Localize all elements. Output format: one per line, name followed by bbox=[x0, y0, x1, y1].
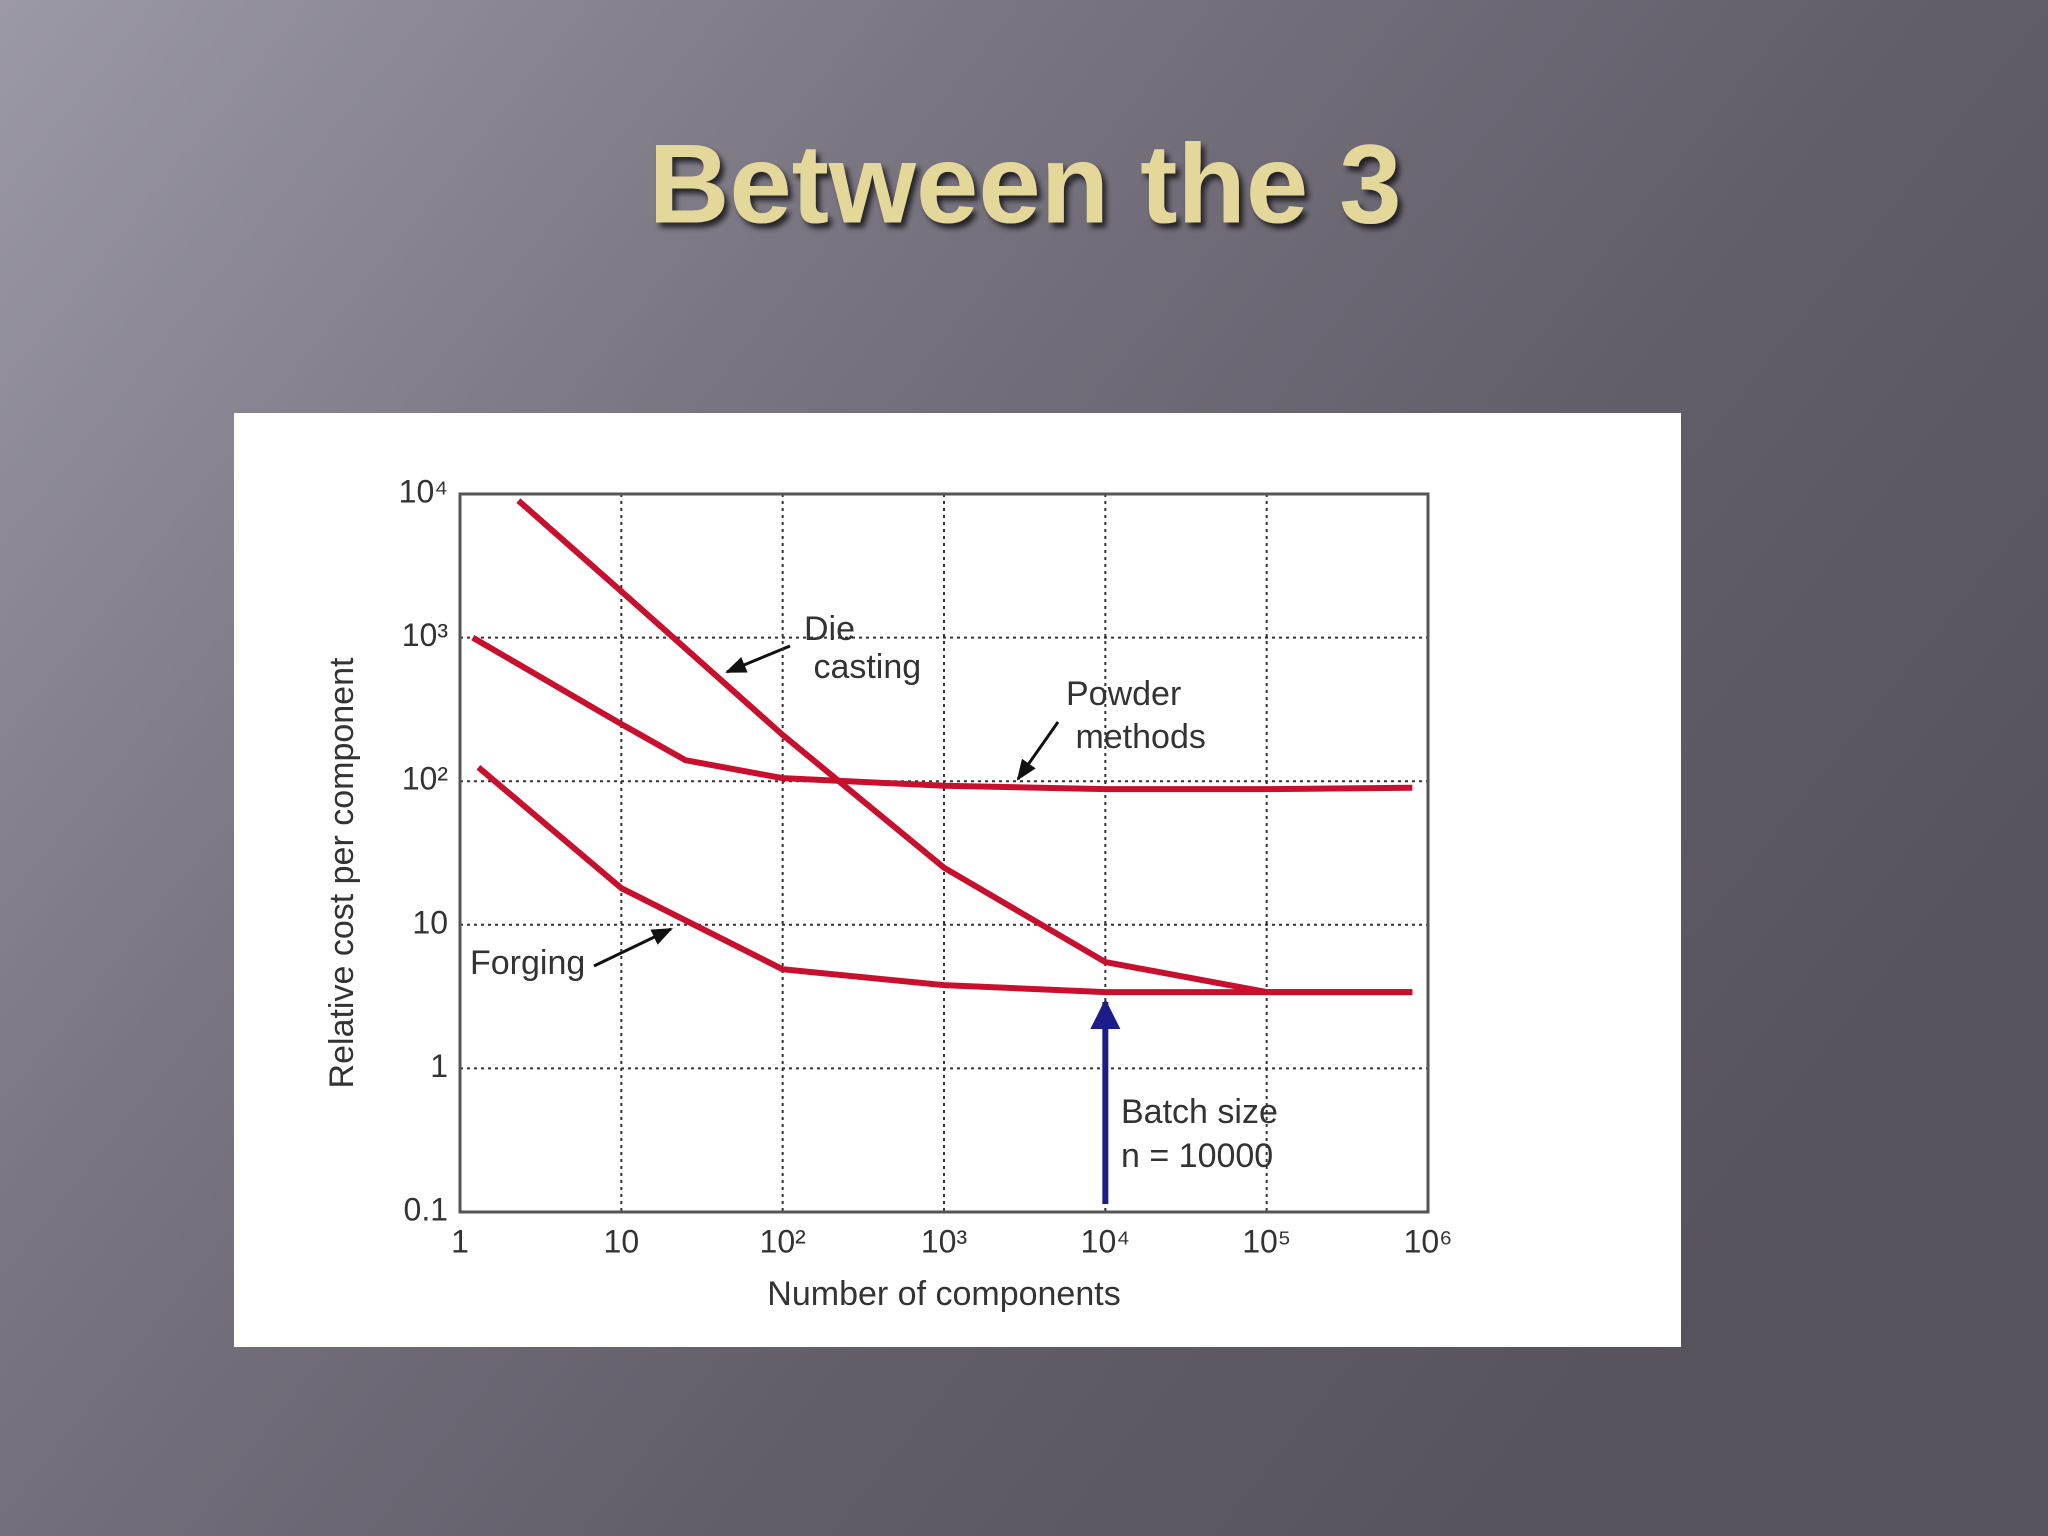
y-tick-label: 10³ bbox=[402, 617, 449, 653]
batch-formula: n = 10000 bbox=[1121, 1137, 1273, 1175]
x-axis-label: Number of components bbox=[767, 1275, 1120, 1313]
y-tick-label: 10⁴ bbox=[399, 473, 448, 509]
batch-label: Batch size bbox=[1121, 1093, 1278, 1131]
chart-panel bbox=[234, 413, 1681, 1347]
x-tick-label: 1 bbox=[451, 1223, 469, 1259]
x-tick-label: 10⁶ bbox=[1404, 1223, 1453, 1259]
plot-frame bbox=[458, 492, 1430, 1214]
series-label: Forging bbox=[470, 944, 585, 982]
series-label: Powder methods bbox=[1066, 675, 1206, 756]
x-tick-label: 10³ bbox=[921, 1223, 968, 1259]
series-line bbox=[476, 764, 1413, 996]
annotation-arrow bbox=[1016, 721, 1060, 781]
x-tick-label: 10⁵ bbox=[1242, 1223, 1291, 1259]
x-tick-label: 10² bbox=[760, 1223, 807, 1259]
y-tick-label: 10² bbox=[402, 761, 449, 797]
x-tick-label: 10 bbox=[604, 1223, 640, 1259]
y-tick-label: 0.1 bbox=[404, 1191, 448, 1227]
x-tick-label: 10⁴ bbox=[1081, 1223, 1130, 1259]
series-label: Die casting bbox=[804, 610, 921, 686]
slide-title: Between the 3 bbox=[648, 122, 1401, 247]
y-tick-label: 10 bbox=[412, 904, 448, 940]
annotation-arrow bbox=[725, 644, 791, 674]
y-tick-label: 1 bbox=[430, 1048, 448, 1084]
annotation-arrow bbox=[593, 927, 673, 968]
series-line bbox=[471, 635, 1413, 793]
y-axis-label: Relative cost per component bbox=[323, 657, 361, 1088]
